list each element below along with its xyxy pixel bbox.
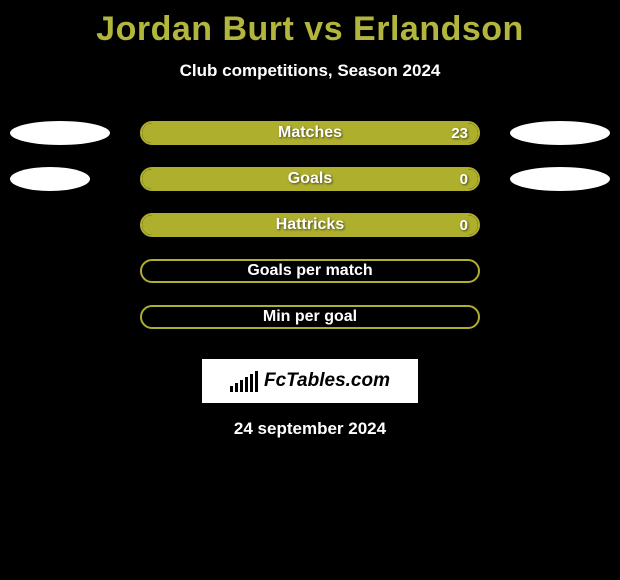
stat-label: Goals per match [142, 262, 478, 280]
badge-bar [230, 386, 233, 392]
page-subtitle: Club competitions, Season 2024 [0, 61, 620, 81]
stat-bar: Matches23 [140, 121, 480, 145]
stat-bar: Goals per match [140, 259, 480, 283]
stat-value-right: 23 [451, 125, 468, 142]
ellipse-left [10, 167, 90, 191]
stat-value-right: 0 [460, 171, 468, 188]
stat-rows: Matches23Goals0Hattricks0Goals per match… [0, 121, 620, 329]
badge-bar [255, 371, 258, 392]
badge-bar [235, 383, 238, 392]
stat-label: Hattricks [142, 216, 478, 234]
stat-row: Matches23 [0, 121, 620, 145]
page-title: Jordan Burt vs Erlandson [0, 0, 620, 49]
stat-bar: Min per goal [140, 305, 480, 329]
ellipse-left [10, 121, 110, 145]
date-text: 24 september 2024 [0, 419, 620, 439]
site-badge: FcTables.com [202, 359, 418, 403]
badge-text: FcTables.com [264, 370, 390, 392]
stat-value-right: 0 [460, 217, 468, 234]
stat-label: Min per goal [142, 308, 478, 326]
stat-row: Min per goal [0, 305, 620, 329]
stat-label: Goals [142, 170, 478, 188]
ellipse-right [510, 167, 610, 191]
stat-bar: Goals0 [140, 167, 480, 191]
ellipse-right [510, 121, 610, 145]
stat-label: Matches [142, 124, 478, 142]
badge-bars-icon [230, 370, 258, 392]
stat-row: Goals0 [0, 167, 620, 191]
stat-row: Goals per match [0, 259, 620, 283]
stat-row: Hattricks0 [0, 213, 620, 237]
badge-bar [250, 374, 253, 392]
badge-bar [245, 377, 248, 392]
stat-bar: Hattricks0 [140, 213, 480, 237]
badge-bar [240, 380, 243, 392]
